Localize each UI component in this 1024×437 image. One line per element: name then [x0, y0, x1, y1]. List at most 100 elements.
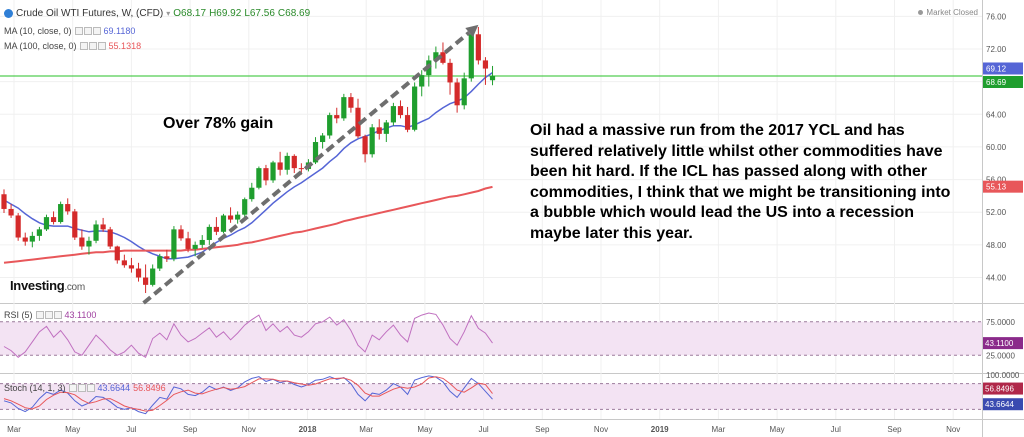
x-tick-label: Jul: [831, 425, 841, 434]
candle: [171, 226, 177, 262]
eye-icon[interactable]: [68, 384, 77, 392]
candle: [355, 98, 361, 138]
candle: [185, 231, 191, 253]
candle: [86, 236, 92, 255]
close-icon[interactable]: [53, 311, 62, 319]
settings-icon[interactable]: [77, 384, 86, 392]
x-tick-label: 2018: [299, 425, 317, 434]
y-tick-label: 48.00: [986, 241, 1007, 250]
ma10-controls[interactable]: [74, 27, 101, 35]
investing-logo: Investing.com: [10, 278, 85, 293]
candle: [15, 213, 21, 241]
candle: [341, 93, 347, 121]
candle: [157, 253, 163, 271]
candle: [327, 112, 333, 139]
close-value: C68.69: [277, 8, 311, 19]
eye-icon[interactable]: [74, 27, 83, 35]
candle-body: [404, 115, 411, 130]
candle: [128, 257, 135, 273]
candle-body: [291, 155, 297, 169]
candle: [397, 100, 404, 119]
ma10-label: MA (10, close, 0): [4, 26, 72, 36]
ma10-legend: MA (10, close, 0) 69.1180: [4, 26, 135, 36]
settings-icon[interactable]: [83, 27, 92, 35]
stoch-label: Stoch (14, 1, 3): [4, 383, 66, 393]
candle-body: [468, 34, 474, 79]
candle: [482, 57, 489, 85]
candle: [419, 70, 425, 97]
price-label-box: [983, 180, 1023, 193]
candle-body: [348, 97, 354, 108]
y-tick-label: 56.00: [986, 176, 1007, 185]
candle: [1, 189, 7, 214]
oscillator-band: [0, 321, 982, 356]
ma100-controls[interactable]: [79, 42, 106, 50]
instrument-icon: [4, 9, 13, 18]
rsi-controls[interactable]: [35, 311, 62, 319]
candle-body: [185, 238, 191, 249]
candle: [150, 264, 156, 287]
y-tick-label: 44.00: [986, 274, 1007, 283]
candle: [489, 65, 496, 86]
x-tick-label: Jul: [478, 425, 488, 434]
candle: [93, 220, 99, 244]
candle: [284, 152, 290, 175]
candle: [206, 224, 212, 245]
logo-name: Investing: [10, 278, 65, 293]
candle: [192, 241, 198, 257]
gain-annotation: Over 78% gain: [163, 115, 274, 132]
settings-icon[interactable]: [44, 311, 53, 319]
candle: [369, 124, 375, 158]
settings-icon[interactable]: [88, 42, 97, 50]
candle-body: [15, 215, 21, 238]
candle: [433, 46, 439, 69]
candle-body: [43, 217, 50, 230]
low-value: L67.56: [244, 8, 275, 19]
oscillator-label-box: [983, 337, 1023, 350]
candle: [58, 201, 64, 224]
candle-body: [433, 52, 439, 61]
candle: [263, 164, 269, 186]
rsi-label: RSI (5): [4, 310, 33, 320]
oscillator-label: 43.6644: [985, 400, 1014, 409]
y-tick-label: 64.00: [986, 110, 1007, 119]
oscillator-band: [0, 383, 982, 410]
stoch-controls[interactable]: [68, 384, 95, 392]
candle-body: [461, 78, 467, 106]
eye-icon[interactable]: [35, 311, 44, 319]
candle-body: [29, 235, 35, 242]
candle-body: [277, 162, 283, 170]
x-tick-label: May: [417, 425, 432, 434]
stoch-legend: Stoch (14, 1, 3) 43.6644 56.8496: [4, 383, 166, 393]
rsi-legend: RSI (5) 43.1100: [4, 310, 96, 320]
trend-arrow-line: [142, 31, 471, 305]
candle-body: [263, 168, 269, 181]
candle-body: [192, 244, 198, 249]
candle-body: [50, 217, 57, 223]
candle-body: [178, 229, 184, 239]
eye-icon[interactable]: [79, 42, 88, 50]
stoch-k-value: 43.6644: [97, 383, 131, 393]
close-icon[interactable]: [97, 42, 106, 50]
candle-body: [390, 106, 396, 123]
ma100-value: 55.1318: [108, 41, 142, 51]
close-icon[interactable]: [86, 384, 95, 392]
candle-body: [8, 208, 14, 216]
candle: [390, 102, 396, 126]
ma100-line: [3, 185, 493, 264]
candle: [43, 214, 50, 231]
candle: [291, 154, 297, 174]
oscillator-label: 56.8496: [985, 385, 1014, 394]
chevron-down-icon[interactable]: ▾: [166, 9, 171, 18]
chart-title: Crude Oil WTI Futures, W, (CFD): [16, 8, 164, 19]
y-tick-label: 60.00: [986, 143, 1007, 152]
price-label-box: [983, 75, 1023, 88]
candle-body: [143, 277, 149, 285]
candle: [29, 231, 35, 248]
candle-body: [220, 215, 227, 232]
candle: [440, 42, 446, 65]
close-icon[interactable]: [92, 27, 101, 35]
candle-body: [121, 260, 127, 266]
candle-body: [383, 122, 389, 134]
